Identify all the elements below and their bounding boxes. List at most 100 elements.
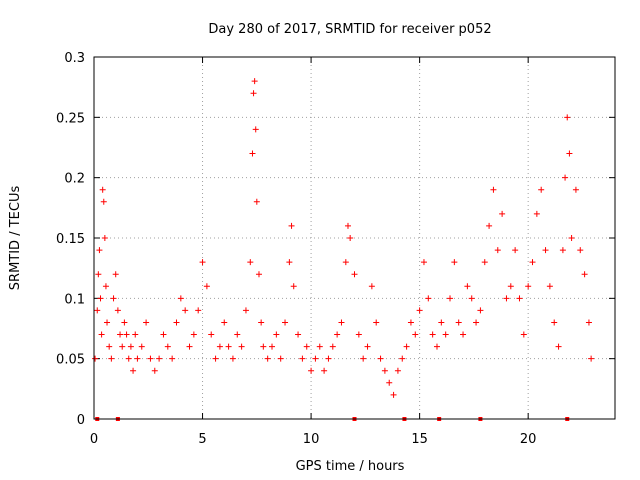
data-point [438,319,445,326]
data-point [551,319,558,326]
grid [94,57,615,419]
data-point [507,283,514,290]
data-point [127,343,134,350]
data-point [390,391,397,398]
x-tick-label: 10 [303,432,320,447]
data-point [455,319,462,326]
data-point [429,331,436,338]
data-point [520,331,527,338]
x-axis-label: GPS time / hours [296,459,405,474]
data-point [110,295,117,302]
data-point [433,343,440,350]
data-point [503,295,510,302]
data-point [251,78,258,85]
data-point [355,331,362,338]
data-point [95,271,102,278]
data-point [151,367,158,374]
data-point [425,295,432,302]
data-point [407,319,414,326]
data-point [290,283,297,290]
data-point [364,343,371,350]
data-point [277,355,284,362]
data-point [117,331,124,338]
data-point [538,186,545,193]
data-point [316,343,323,350]
data-point [92,355,99,362]
data-point [132,331,139,338]
data-point [394,367,401,374]
data-point [112,271,119,278]
data-point [264,355,271,362]
data-point [108,355,115,362]
data-point [143,319,150,326]
data-point [377,355,384,362]
data-point [242,307,249,314]
data-point [338,319,345,326]
data-point [255,271,262,278]
data-point [98,331,105,338]
data-point [260,343,267,350]
data-point [212,355,219,362]
data-point [121,319,128,326]
data-point [342,259,349,266]
data-point [138,343,145,350]
data-point [368,283,375,290]
data-point [134,355,141,362]
data-point [325,355,332,362]
x-tick-label: 15 [411,432,428,447]
data-point [295,331,302,338]
data-point [190,331,197,338]
data-point [114,307,121,314]
data-point [286,259,293,266]
data-point [468,295,475,302]
data-point [360,355,367,362]
data-point [572,186,579,193]
data-point [464,283,471,290]
y-axis-label: SRMTID / TECUs [8,186,23,291]
data-point [559,247,566,254]
data-point [195,307,202,314]
data-point [312,355,319,362]
data-point [329,343,336,350]
data-point [351,271,358,278]
data-point [250,90,257,97]
data-point [173,319,180,326]
data-point [420,259,427,266]
x-tick-label: 0 [90,432,98,447]
data-point [199,259,206,266]
data-point [477,307,484,314]
data-point [253,198,260,205]
data-point [564,114,571,121]
data-point [102,283,109,290]
y-tick-label: 0.1 [64,292,85,307]
data-point [221,319,228,326]
data-point [442,331,449,338]
data-point [321,367,328,374]
chart-title: Day 280 of 2017, SRMTID for receiver p05… [208,22,491,37]
data-point [344,222,351,229]
data-point [203,283,210,290]
data-point [186,343,193,350]
data-point [269,343,276,350]
data-point [525,283,532,290]
data-point [100,198,107,205]
y-tick-label: 0 [77,413,85,428]
data-point [97,295,104,302]
data-point [577,247,584,254]
data-point [347,235,354,241]
data-points [92,78,595,398]
y-tick-label: 0.15 [56,232,85,247]
data-point [225,343,232,350]
data-point [494,247,501,254]
data-point [386,379,393,386]
data-point [96,247,103,254]
data-point [160,331,167,338]
data-point [486,222,493,229]
data-point [381,367,388,374]
data-point [373,319,380,326]
data-point [529,259,536,266]
y-tick-label: 0.25 [56,111,85,126]
data-point [252,126,259,133]
data-point [104,319,111,326]
